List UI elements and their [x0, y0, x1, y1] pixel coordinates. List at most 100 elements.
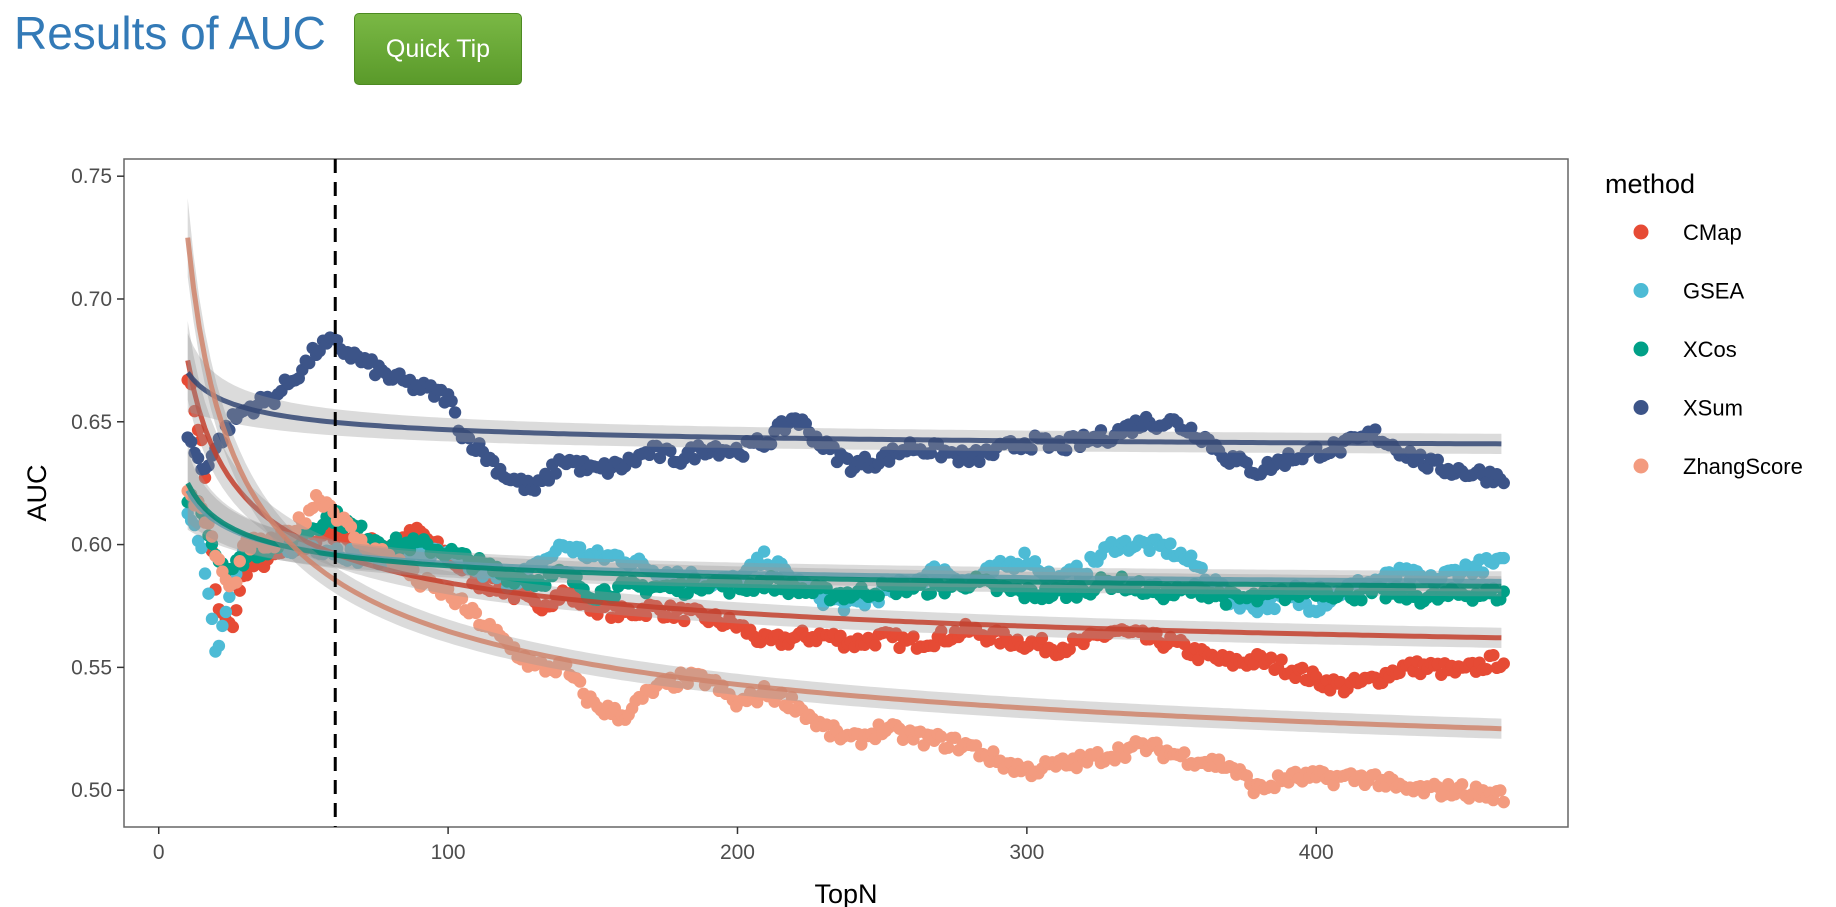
data-point [1119, 751, 1132, 764]
data-point [1455, 778, 1469, 791]
y-tick-label: 0.60 [71, 534, 112, 557]
data-point [303, 356, 316, 370]
data-point [1018, 546, 1031, 560]
data-point [1441, 777, 1455, 791]
data-point [948, 731, 962, 744]
data-point [855, 738, 868, 751]
data-point [664, 444, 677, 458]
legend-label: ZhangScore [1683, 454, 1803, 479]
data-point [191, 451, 205, 465]
fit-confidence-band [187, 443, 1502, 597]
data-point [1355, 593, 1368, 607]
legend-key [1633, 224, 1649, 240]
fit-confidence-band [187, 451, 1502, 592]
data-point [528, 484, 542, 497]
data-point [299, 517, 312, 530]
fit-line [185, 359, 1502, 641]
fit-line [185, 237, 1502, 732]
data-point [403, 543, 417, 557]
data-point [1264, 651, 1278, 664]
y-tick-label: 0.75 [71, 165, 112, 188]
legend-label: XCos [1683, 337, 1737, 362]
data-point [737, 450, 750, 463]
data-point [869, 639, 882, 652]
data-point [1268, 602, 1281, 616]
x-axis-title: TopN [814, 879, 877, 907]
data-point [872, 589, 885, 603]
data-point [233, 555, 246, 568]
legend-label: GSEA [1683, 279, 1744, 304]
data-point [216, 619, 229, 633]
data-point [188, 518, 201, 532]
quick-tip-button[interactable]: Quick Tip [354, 13, 522, 85]
data-point [924, 587, 937, 600]
data-point [1060, 444, 1073, 457]
fit-line [185, 481, 1502, 589]
data-point [841, 452, 854, 465]
legend-key [1633, 400, 1649, 415]
fit-confidence-band [187, 198, 1502, 739]
data-point [455, 592, 469, 605]
data-point [681, 587, 694, 600]
x-tick-label: 0 [153, 841, 165, 864]
data-point [907, 630, 920, 643]
data-point [1185, 549, 1198, 562]
y-tick-label: 0.65 [71, 411, 112, 434]
data-point [240, 569, 253, 582]
auc-chart: 0 100 200 300 400 0.50 0.55 0.60 0.65 0.70 0.75 T… [22, 158, 1803, 907]
data-point [198, 567, 212, 580]
data-point [1476, 566, 1490, 579]
data-point [785, 691, 799, 704]
data-point [1247, 658, 1260, 671]
data-point [723, 587, 736, 600]
data-point [941, 741, 955, 754]
data-point [1497, 551, 1510, 565]
data-point [195, 433, 208, 447]
data-point [1334, 446, 1347, 459]
data-point [1240, 456, 1253, 469]
data-point [549, 467, 562, 480]
y-tick-label: 0.50 [71, 779, 112, 802]
data-point [230, 604, 243, 617]
y-tick-label: 0.55 [71, 656, 112, 679]
data-point [539, 579, 552, 592]
data-point [1369, 423, 1382, 436]
data-point [935, 624, 948, 638]
data-point [1195, 561, 1208, 575]
data-point [487, 454, 500, 468]
legend-label: CMap [1683, 220, 1742, 245]
data-point [448, 406, 462, 419]
data-point [1063, 643, 1076, 656]
data-point [924, 446, 937, 460]
plot-panel-border [123, 158, 1569, 828]
y-tick-label: 0.70 [71, 288, 112, 311]
x-tick-label: 200 [720, 841, 755, 864]
legend-key [1633, 283, 1649, 298]
data-point [184, 435, 198, 448]
data-point [226, 620, 240, 634]
data-point [344, 520, 358, 533]
data-point [191, 423, 205, 437]
data-point [935, 730, 948, 743]
legend-key [1633, 458, 1649, 474]
data-point [1497, 657, 1510, 670]
data-point [764, 437, 778, 451]
data-point [1178, 746, 1191, 759]
data-point [820, 581, 833, 595]
data-point [573, 675, 587, 688]
data-point [1191, 653, 1205, 667]
fit-line [185, 371, 1502, 447]
data-point [355, 519, 368, 533]
data-point [462, 431, 476, 445]
data-point [1185, 421, 1198, 435]
data-point [608, 590, 621, 603]
data-point [1275, 653, 1288, 666]
data-point [678, 614, 691, 628]
data-point [671, 680, 684, 694]
data-point [1178, 637, 1191, 651]
data-point [973, 455, 986, 469]
data-point [688, 453, 701, 466]
data-point [223, 590, 236, 604]
data-point [1025, 443, 1038, 456]
data-point [1497, 476, 1510, 490]
